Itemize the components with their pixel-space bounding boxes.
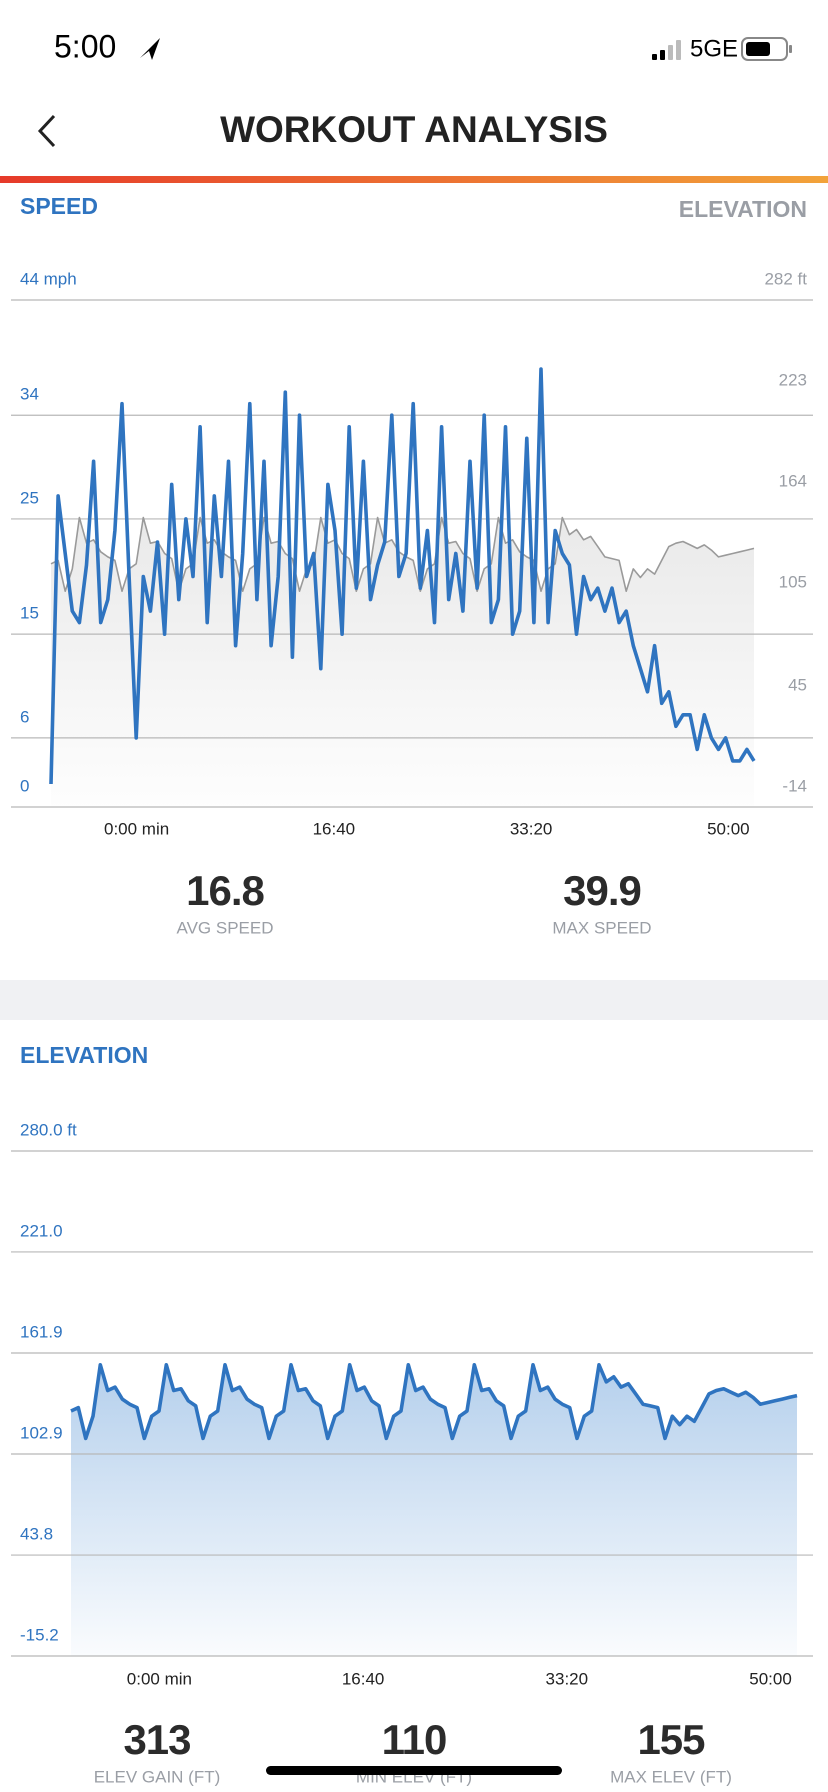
back-button[interactable] [37,114,56,148]
x-tick-label: 50:00 [749,1669,792,1688]
data-line [70,1363,798,1441]
x-tick-label: 33:20 [510,819,553,838]
y-tick-label: 6 [20,707,29,726]
stat-label: MAX ELEV (FT) [610,1767,732,1786]
y-tick-label: 102.9 [20,1423,63,1442]
signal-icon [652,40,681,60]
y-tick-label: 34 [20,385,39,404]
y2-tick-label: 282 ft [764,269,807,288]
y-tick-label: 44 mph [20,269,77,288]
chart: 280.0 ft 221.0 161.9 102.9 43.8 -15.2 0:00 min… [11,1120,813,1688]
location-icon [140,38,160,60]
y-tick-label: 25 [20,488,39,507]
chart: 44 mph 34 25 15 6 0 282 ft 223 164 105 45 -14 0:00 m… [11,269,813,838]
stat-value: 155 [637,1716,705,1763]
y2-tick-label: 164 [779,472,807,491]
y2-tick-label: 45 [788,675,807,694]
stat-label: MAX SPEED [552,918,651,937]
stat-label: ELEV GAIN (FT) [94,1767,221,1786]
x-tick-label: 16:40 [313,819,356,838]
x-tick-label: 16:40 [342,1669,385,1688]
stat-value: 39.9 [563,867,641,914]
x-tick-label: 0:00 min [104,819,169,838]
y-tick-label: 15 [20,604,39,623]
x-tick-label: 33:20 [546,1669,589,1688]
stat-value: 313 [123,1716,190,1763]
x-tick-label: 50:00 [707,819,750,838]
area-fill [71,1364,797,1656]
stat-value: 16.8 [186,867,264,914]
y2-tick-label: -14 [782,776,807,795]
home-indicator [266,1766,562,1775]
x-tick-label: 0:00 min [127,1669,192,1688]
header-bar [0,176,828,183]
section-divider [0,980,828,1020]
battery-icon [741,37,792,61]
y2-axis-title: ELEVATION [679,196,807,222]
y-tick-label: -15.2 [20,1625,59,1644]
y-axis-title: SPEED [20,193,98,219]
y-tick-label: 161.9 [20,1323,63,1342]
page-title: WORKOUT ANALYSIS [220,109,608,150]
y-tick-label: 280.0 ft [20,1120,77,1139]
y-tick-label: 221.0 [20,1221,63,1240]
stat-label: AVG SPEED [177,918,274,937]
network-label: 5GE [690,35,738,62]
y-tick-label: 0 [20,776,29,795]
y-tick-label: 43.8 [20,1525,53,1544]
chart-title: ELEVATION [20,1042,148,1068]
status-time: 5:00 [54,28,116,64]
stat-value: 110 [382,1716,447,1763]
y2-tick-label: 223 [779,371,807,390]
y2-tick-label: 105 [779,573,807,592]
data-line [49,367,756,785]
area-fill [51,517,754,807]
